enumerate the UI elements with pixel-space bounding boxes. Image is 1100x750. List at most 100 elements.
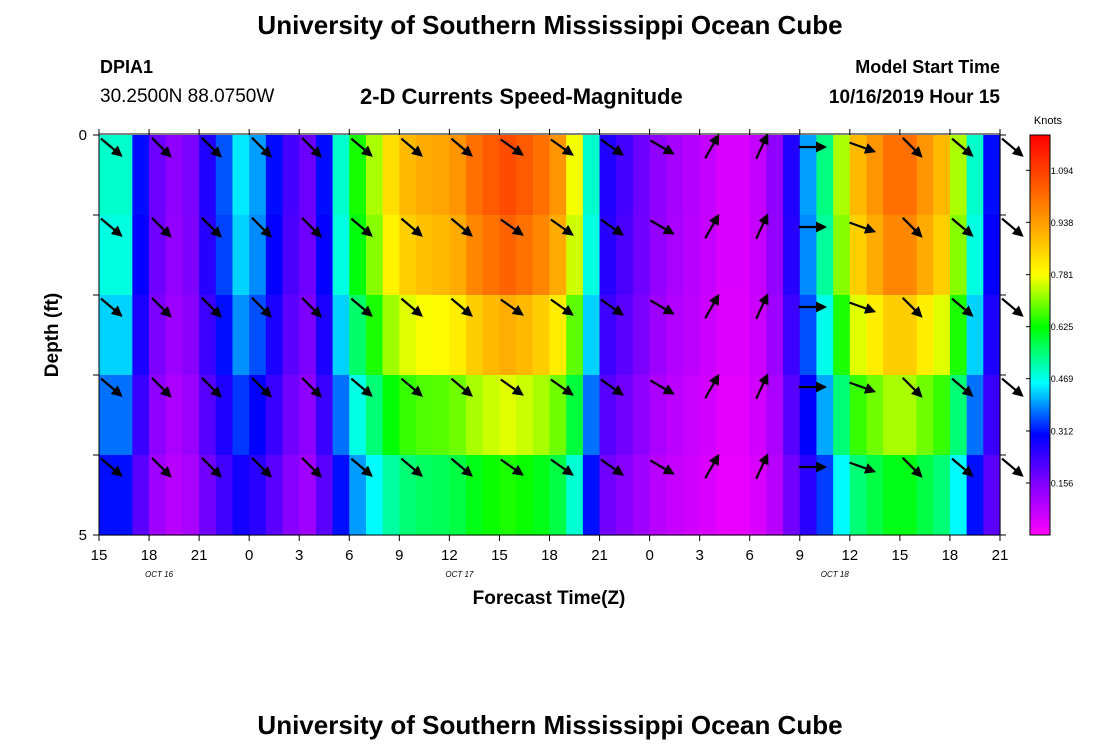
current-arrow xyxy=(201,457,222,478)
heat-cell xyxy=(466,295,484,376)
heat-cell xyxy=(282,295,300,376)
colorbar-tick-label: 0.156 xyxy=(1051,479,1074,489)
heat-cell xyxy=(933,295,951,376)
heat-cell xyxy=(365,135,384,216)
current-arrow xyxy=(901,377,923,398)
heat-cell xyxy=(649,215,667,296)
colorbar-tick-label: 0.312 xyxy=(1051,427,1074,437)
x-tick-label: 15 xyxy=(491,547,508,564)
heat-cell xyxy=(265,455,284,536)
heat-cell xyxy=(833,375,851,456)
heat-cell xyxy=(833,215,851,296)
heat-cell xyxy=(516,375,534,456)
colorbar-tick-label: 0.625 xyxy=(1051,322,1074,332)
heat-cell xyxy=(566,295,584,376)
heat-cell xyxy=(566,455,584,536)
current-arrow xyxy=(350,217,373,237)
heat-cell xyxy=(733,455,751,536)
heat-cell xyxy=(983,295,1001,376)
x-tick-label: 12 xyxy=(841,547,858,564)
heat-cell xyxy=(149,295,167,376)
heat-cell xyxy=(916,295,934,376)
heat-cell xyxy=(582,135,601,216)
heat-cell xyxy=(716,135,734,216)
heat-cell xyxy=(115,295,133,376)
heat-cell xyxy=(115,375,133,456)
heat-cell xyxy=(933,135,951,216)
heat-cell xyxy=(783,455,801,536)
heat-cell xyxy=(365,215,384,296)
heat-cell xyxy=(199,455,217,536)
current-arrow xyxy=(151,137,172,158)
heat-cell xyxy=(215,455,234,536)
heat-cell xyxy=(816,375,834,456)
x-tick-label: 21 xyxy=(591,547,608,564)
heat-cell xyxy=(566,215,584,296)
heat-cell xyxy=(916,135,934,216)
heat-cell xyxy=(199,375,217,456)
current-arrows xyxy=(100,133,1024,480)
heat-cell xyxy=(482,375,501,456)
heat-cell xyxy=(332,215,350,296)
heat-cell xyxy=(766,295,784,376)
heat-cell xyxy=(582,455,601,536)
heat-cell xyxy=(783,215,801,296)
heat-cell xyxy=(549,135,567,216)
current-arrow xyxy=(901,217,923,238)
heat-cell xyxy=(182,215,200,296)
heat-cell xyxy=(115,455,133,536)
heat-cell xyxy=(883,295,901,376)
heat-cell xyxy=(399,375,417,456)
heat-cell xyxy=(99,135,117,216)
heat-cell xyxy=(99,215,117,296)
heat-cell xyxy=(816,295,834,376)
current-arrow xyxy=(400,457,423,477)
current-arrow xyxy=(600,218,624,236)
heat-cell xyxy=(416,455,434,536)
current-arrow xyxy=(400,377,423,397)
heat-cell xyxy=(699,215,717,296)
x-tick-label: 18 xyxy=(141,547,158,564)
heat-cell xyxy=(816,215,834,296)
colorbar-tick-label: 1.094 xyxy=(1051,166,1074,176)
colorbar-tick-label: 0.781 xyxy=(1051,270,1074,280)
current-arrow xyxy=(951,217,974,237)
station-coordinates: 30.2500N 88.0750W xyxy=(100,86,275,107)
current-arrow xyxy=(301,377,322,398)
heat-cell xyxy=(149,455,167,536)
heat-cell xyxy=(866,135,884,216)
heat-cell xyxy=(499,375,517,456)
x-tick-label: 18 xyxy=(541,547,558,564)
heat-cell xyxy=(833,295,851,376)
heat-cell xyxy=(299,215,317,296)
current-arrow xyxy=(755,293,769,320)
heat-cell xyxy=(532,455,551,536)
heat-cell xyxy=(883,135,901,216)
heat-cell xyxy=(616,295,634,376)
heat-cell xyxy=(916,455,934,536)
current-arrow xyxy=(951,297,974,317)
heat-cell xyxy=(165,135,184,216)
current-arrow xyxy=(649,219,675,235)
heat-cell xyxy=(666,375,684,456)
heat-cell xyxy=(449,455,467,536)
heat-cell xyxy=(115,135,133,216)
heat-cell xyxy=(149,215,167,296)
current-arrow xyxy=(550,378,574,396)
current-arrow xyxy=(500,378,524,396)
heat-cell xyxy=(132,455,150,536)
heat-cell xyxy=(783,295,801,376)
heat-cell xyxy=(582,375,601,456)
station-id: DPIA1 xyxy=(100,57,154,77)
heat-cell xyxy=(249,215,267,296)
heat-cell xyxy=(933,455,951,536)
heat-cell xyxy=(249,455,267,536)
heat-cell xyxy=(399,455,417,536)
heat-cell xyxy=(332,295,350,376)
current-arrow xyxy=(704,133,720,159)
heat-cell xyxy=(315,215,334,296)
heat-cell xyxy=(249,295,267,376)
current-arrow xyxy=(151,217,172,238)
heat-cell xyxy=(699,135,717,216)
current-arrow xyxy=(649,459,675,475)
